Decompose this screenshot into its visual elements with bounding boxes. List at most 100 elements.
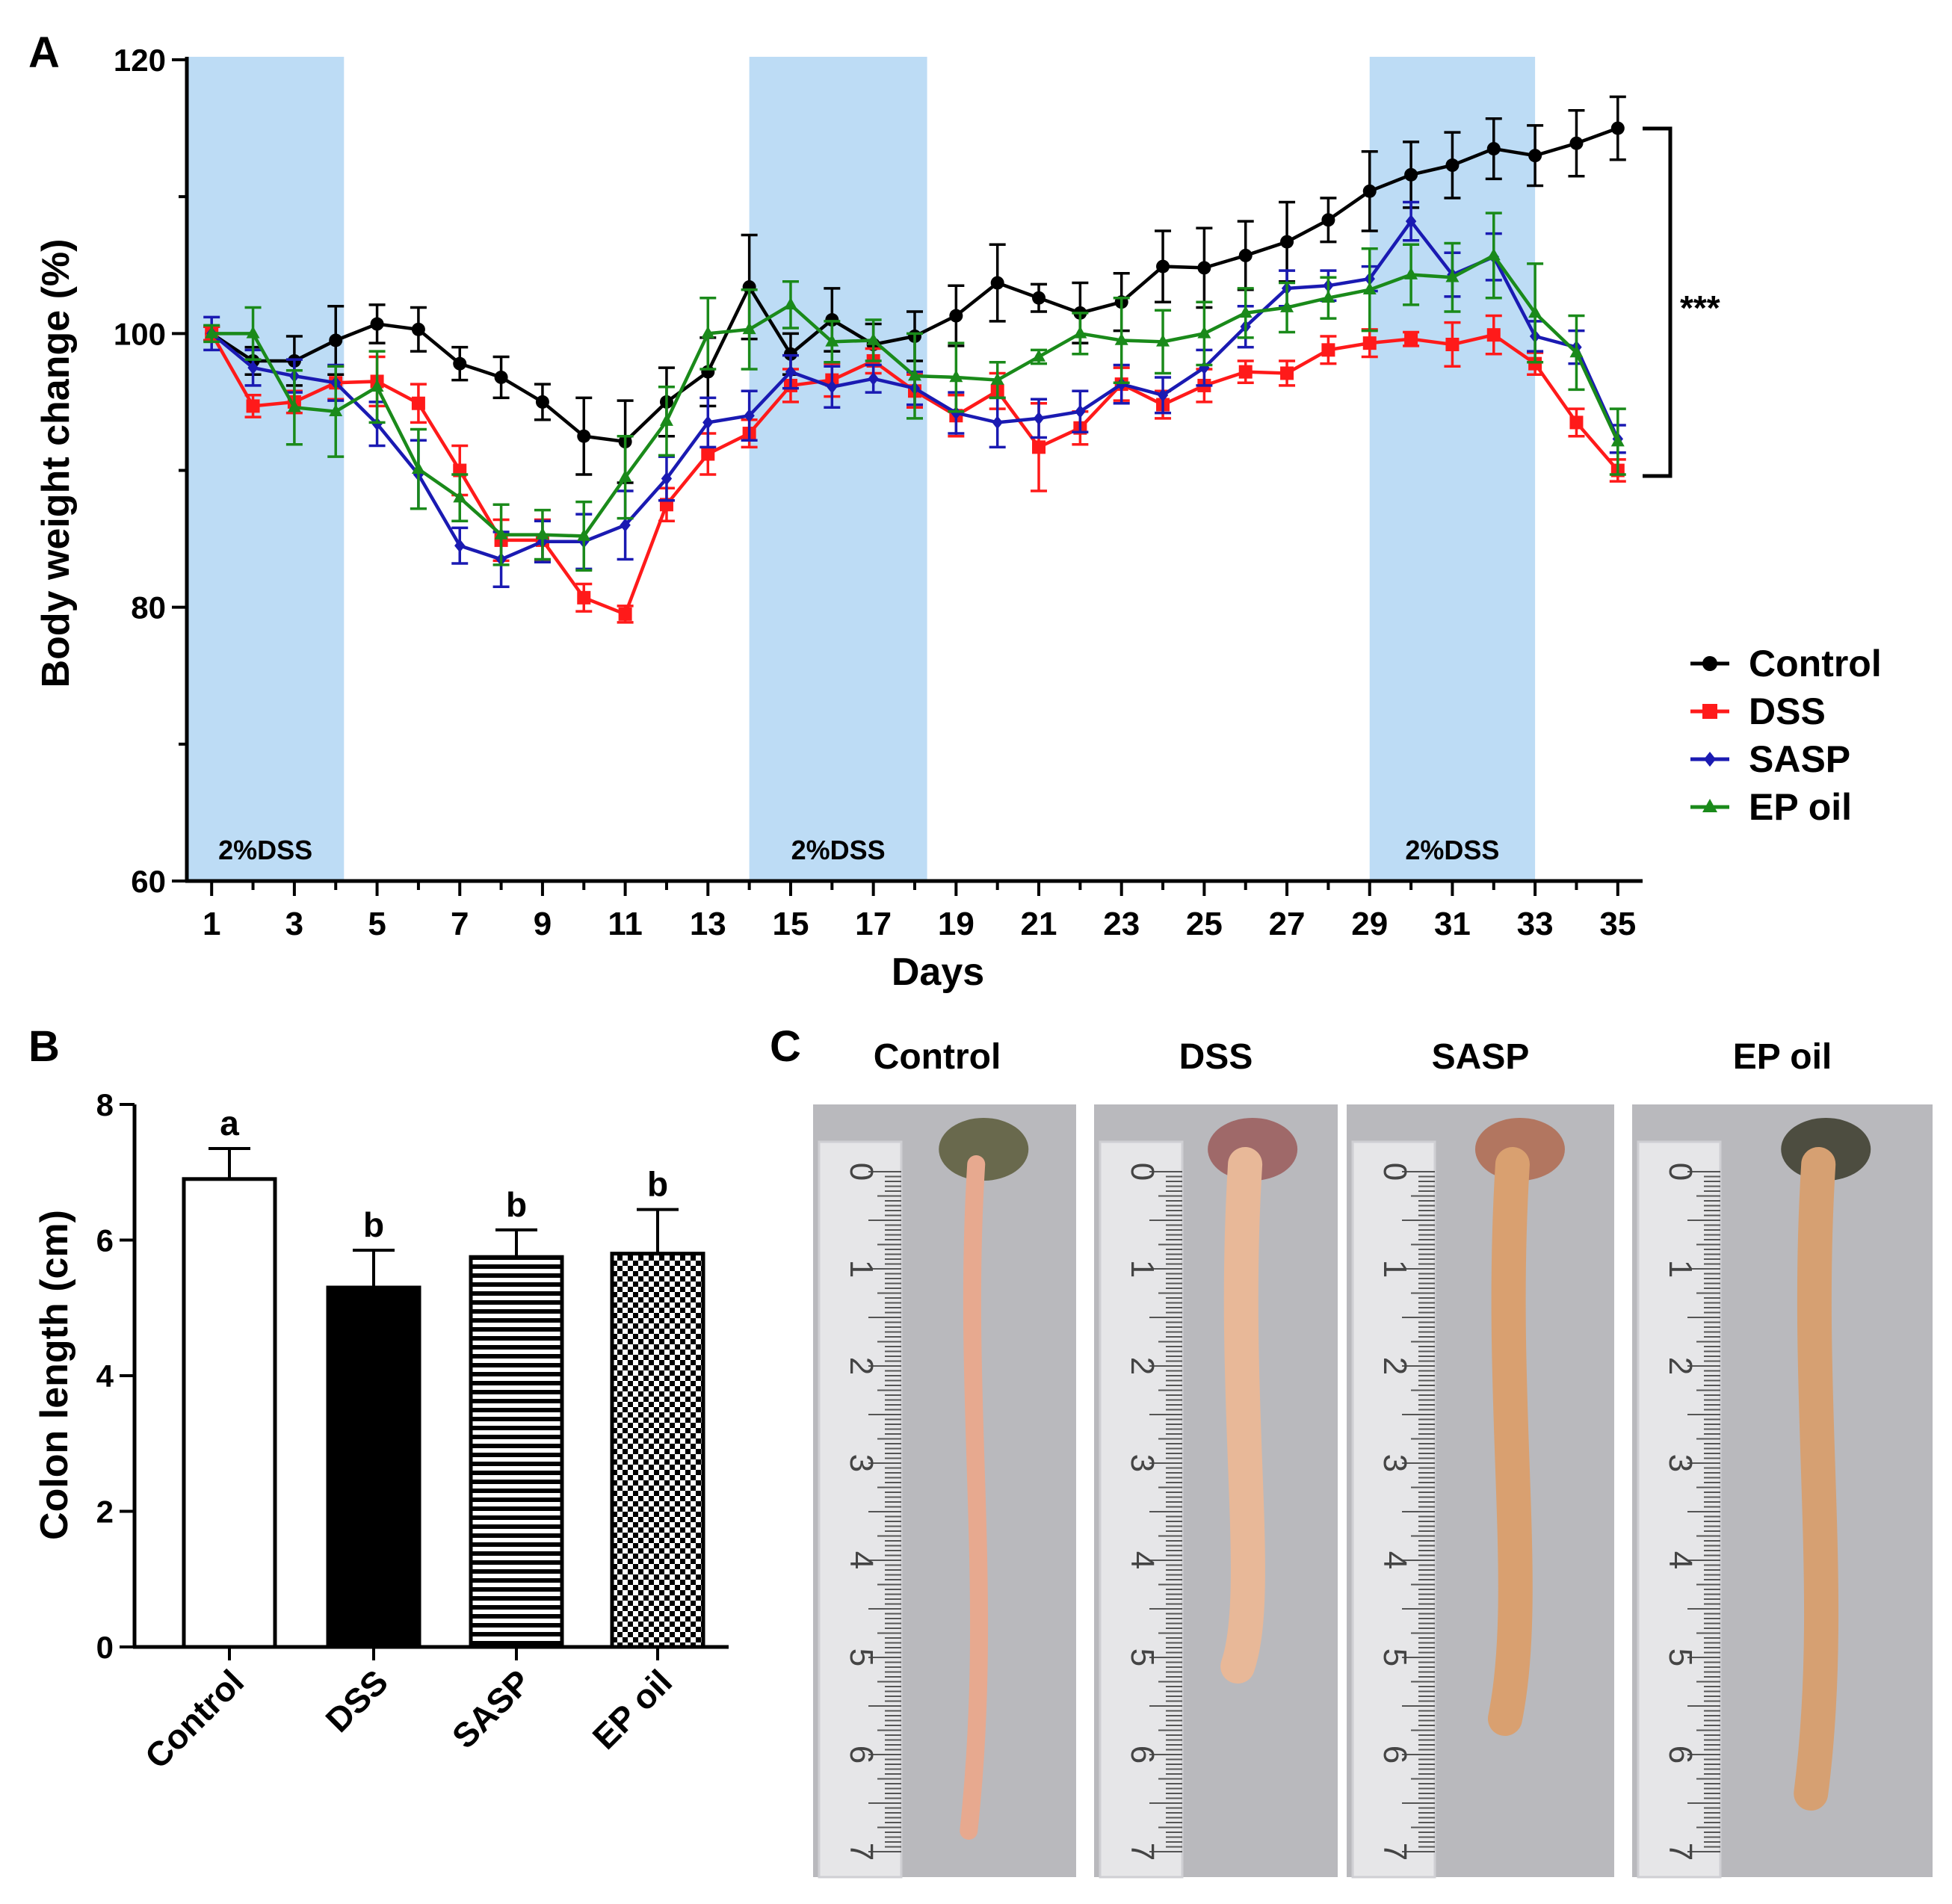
data-point [866,333,880,345]
data-point [1528,305,1542,318]
photo-title: SASP [1432,1037,1530,1077]
x-tick-label: 1 [203,906,220,942]
data-point [701,447,715,461]
panel-b-label: B [28,1022,60,1071]
panel-c-photos: C Control 0 1 2 3 4 5 6 7 DSS 0 1 2 3 4 5 6 7 SASP 0 1 2 3 4 5 6 7… [770,1022,1933,1879]
data-point [701,326,715,339]
data-point [1073,326,1087,339]
ruler-number: 7 [1377,1843,1413,1861]
data-point [1362,282,1377,295]
x-tick-label: 13 [690,906,726,942]
ruler-number: 5 [1377,1648,1413,1666]
b-bars: a Control b DSS b SASP b EP oil [138,1104,705,1776]
data-point [535,395,549,409]
data-point [992,415,1003,430]
series-group [203,95,1626,624]
ruler [1351,1140,1436,1879]
data-point [1114,333,1128,345]
data-point [1486,248,1501,261]
data-point [1445,270,1460,282]
x-tick-label: 33 [1517,906,1554,942]
data-point [1032,349,1046,362]
panel-c-label: C [770,1022,801,1071]
legend-marker [1702,799,1717,812]
data-point [329,404,343,417]
data-point [577,590,591,605]
data-point [1321,213,1335,227]
significance-letter: b [647,1165,668,1204]
x-tick-label: 17 [855,906,892,942]
b-x-tick-label: EP oil [585,1662,680,1757]
data-point [246,399,260,413]
y-axis-label: Body weight change (%) [34,239,78,688]
data-point [370,317,384,331]
data-point [1116,377,1127,392]
data-point [411,322,425,336]
dss-band-label-1: 2%DSS [218,835,312,865]
data-point [1280,366,1294,380]
panel-a-label: A [28,28,60,77]
photo-title: Control [874,1037,1001,1077]
data-point [1238,305,1253,318]
data-point [454,539,466,553]
data-point [1569,136,1584,150]
legend-marker [1702,656,1717,671]
ruler-number: 4 [843,1551,880,1569]
data-point [247,361,259,375]
ruler-number: 1 [1662,1260,1699,1278]
dss-band-label-3: 2%DSS [1405,835,1499,865]
data-point [1157,388,1169,402]
photo-title: EP oil [1733,1037,1832,1077]
legend-label: Control [1749,643,1882,684]
data-point [1569,415,1584,430]
dss-band-1 [187,57,345,881]
data-point [287,400,301,412]
data-point [1486,328,1501,342]
data-point [702,415,714,430]
b-y-tick-label: 0 [96,1630,114,1665]
x-tick-label: 15 [773,906,809,942]
significance-label: *** [1680,288,1720,327]
colon-photo-dss: DSS 0 1 2 3 4 5 6 7 [1094,1037,1338,1879]
ruler-number: 4 [1377,1551,1413,1569]
data-point [329,333,343,347]
data-point [1238,365,1253,379]
data-point [1032,440,1046,454]
b-y-tick-label: 6 [96,1223,114,1258]
legend-entry-sasp: SASP [1690,738,1850,780]
bar-group-ep-oil: b EP oil [585,1165,705,1757]
ruler-number: 2 [1377,1357,1413,1375]
legend-marker [1704,752,1716,767]
ruler-number: 6 [1662,1746,1699,1764]
series-ep-oil [203,211,1626,572]
data-point [246,326,260,339]
b-y-tick-label: 2 [96,1495,114,1530]
data-point [908,368,921,381]
data-point [744,409,755,423]
ruler-number: 4 [1662,1551,1699,1569]
legend-label: SASP [1749,738,1850,780]
significance-bracket [1643,126,1673,478]
bar-group-control: a Control [138,1104,277,1776]
x-tick-label: 29 [1351,906,1388,942]
panel-a-line-chart: A 2%DSS 2%DSS 2%DSS 1 3 5 7 9 11 13 15 17 19 21 23 25 2… [28,28,1882,994]
ruler-number: 7 [1124,1843,1161,1861]
x-tick-label: 23 [1103,906,1140,942]
data-point [1075,404,1086,418]
dss-band-label-2: 2%DSS [791,835,886,865]
colon-photo-ep-oil: EP oil 0 1 2 3 4 5 6 7 [1632,1037,1933,1879]
b-y-tick-label: 4 [96,1359,114,1394]
panel-b-bar-chart: B 0 2 4 6 8 a Control b DSS b SASP b EP oil Colon l… [28,1022,729,1776]
ruler-number: 7 [843,1843,880,1861]
data-point [577,528,591,541]
legend-label: EP oil [1749,786,1852,828]
data-point [1280,300,1294,312]
x-tick-label: 9 [534,906,552,942]
data-point [1321,343,1335,357]
data-point [1033,411,1045,425]
bar [182,1177,277,1649]
ruler [1637,1140,1722,1879]
ruler-number: 2 [843,1357,880,1375]
legend: Control DSS SASP EP oil [1690,643,1882,828]
x-tick-label: 35 [1599,906,1636,942]
